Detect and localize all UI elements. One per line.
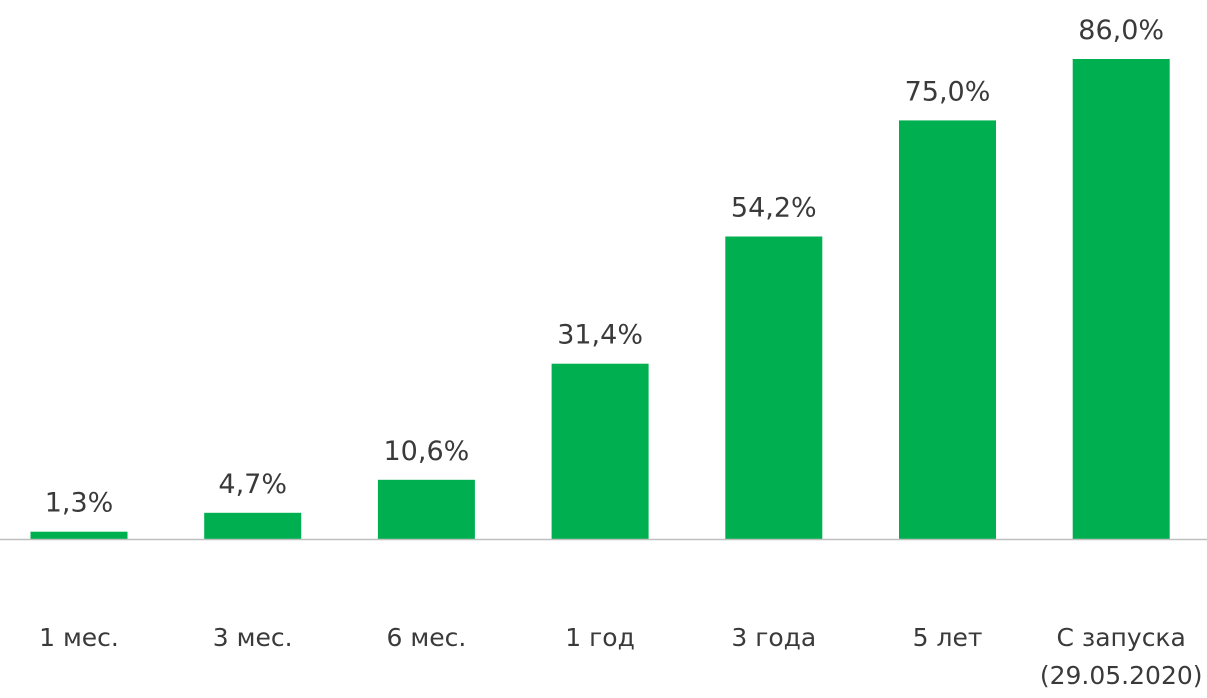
bar-1	[30, 531, 128, 539]
data-label-7: 86,0%	[1078, 15, 1164, 46]
data-label-2: 4,7%	[218, 469, 287, 500]
x-tick-label-3: 6 мес.	[387, 623, 467, 652]
x-tick-label-line: 1 мес.	[39, 623, 119, 652]
x-tick-label-6: 5 лет	[913, 623, 983, 652]
x-tick-label-2: 3 мес.	[213, 623, 293, 652]
data-label-3: 10,6%	[384, 436, 470, 467]
data-label-4: 31,4%	[557, 320, 643, 351]
x-tick-label-line: 1 год	[565, 623, 635, 652]
x-tick-label-line: (29.05.2020)	[1040, 661, 1203, 690]
bar-3	[377, 479, 475, 539]
bar-7	[1072, 59, 1170, 539]
x-tick-label-5: 3 года	[731, 623, 816, 652]
x-tick-label-7: С запуска (29.05.2020)	[1040, 623, 1203, 690]
bar-6	[899, 120, 996, 540]
data-label-6: 75,0%	[905, 76, 991, 107]
x-tick-label-line: С запуска	[1057, 623, 1186, 652]
x-tick-label-1: 1 мес.	[39, 623, 119, 652]
bar-4	[551, 363, 649, 539]
x-tick-label-line: 5 лет	[913, 623, 983, 652]
bar-5	[725, 236, 823, 539]
data-label-5: 54,2%	[731, 193, 817, 224]
x-tick-label-line: 3 мес.	[213, 623, 293, 652]
x-tick-label-line: 6 мес.	[387, 623, 467, 652]
x-tick-label-4: 1 год	[565, 623, 635, 652]
data-label-1: 1,3%	[45, 488, 114, 519]
bar-2	[204, 512, 302, 539]
x-tick-label-line: 3 года	[731, 623, 816, 652]
